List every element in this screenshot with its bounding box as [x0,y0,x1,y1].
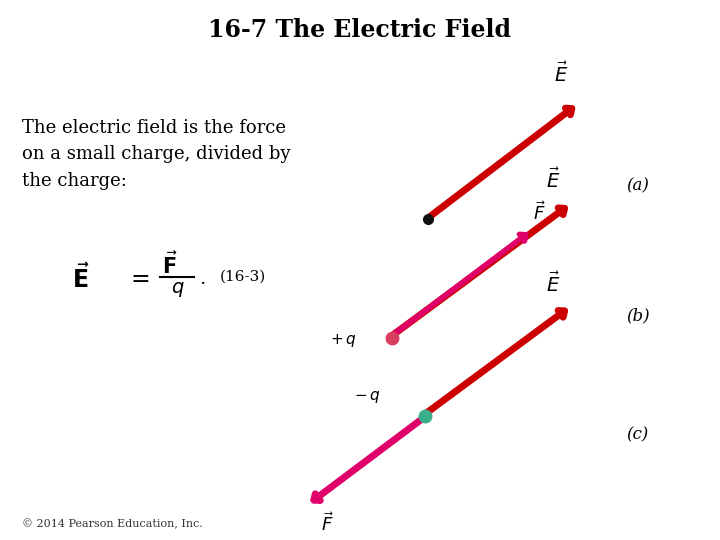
Text: © 2014 Pearson Education, Inc.: © 2014 Pearson Education, Inc. [22,518,202,529]
Text: $q$: $q$ [171,280,184,300]
Text: (a): (a) [626,178,649,195]
Text: (b): (b) [626,307,650,325]
Text: $-\,q$: $-\,q$ [354,389,380,405]
Text: $\vec{E}$: $\vec{E}$ [546,167,560,192]
Text: $=$: $=$ [126,266,150,288]
Text: The electric field is the force
on a small charge, divided by
the charge:: The electric field is the force on a sma… [22,119,290,190]
Text: .: . [199,269,205,288]
Text: $+\,q$: $+\,q$ [330,332,356,349]
Text: $\mathbf{\vec{E}}$: $\mathbf{\vec{E}}$ [72,263,89,293]
Text: $\vec{F}$: $\vec{F}$ [321,512,334,535]
Text: 16-7 The Electric Field: 16-7 The Electric Field [209,18,511,42]
Text: $\vec{E}$: $\vec{E}$ [546,272,560,296]
Text: (16-3): (16-3) [220,270,266,284]
Text: $\vec{F}$: $\vec{F}$ [533,201,545,224]
Text: $\vec{E}$: $\vec{E}$ [554,62,569,86]
Text: $\mathbf{\vec{F}}$: $\mathbf{\vec{F}}$ [162,251,178,278]
Text: (c): (c) [626,426,649,443]
